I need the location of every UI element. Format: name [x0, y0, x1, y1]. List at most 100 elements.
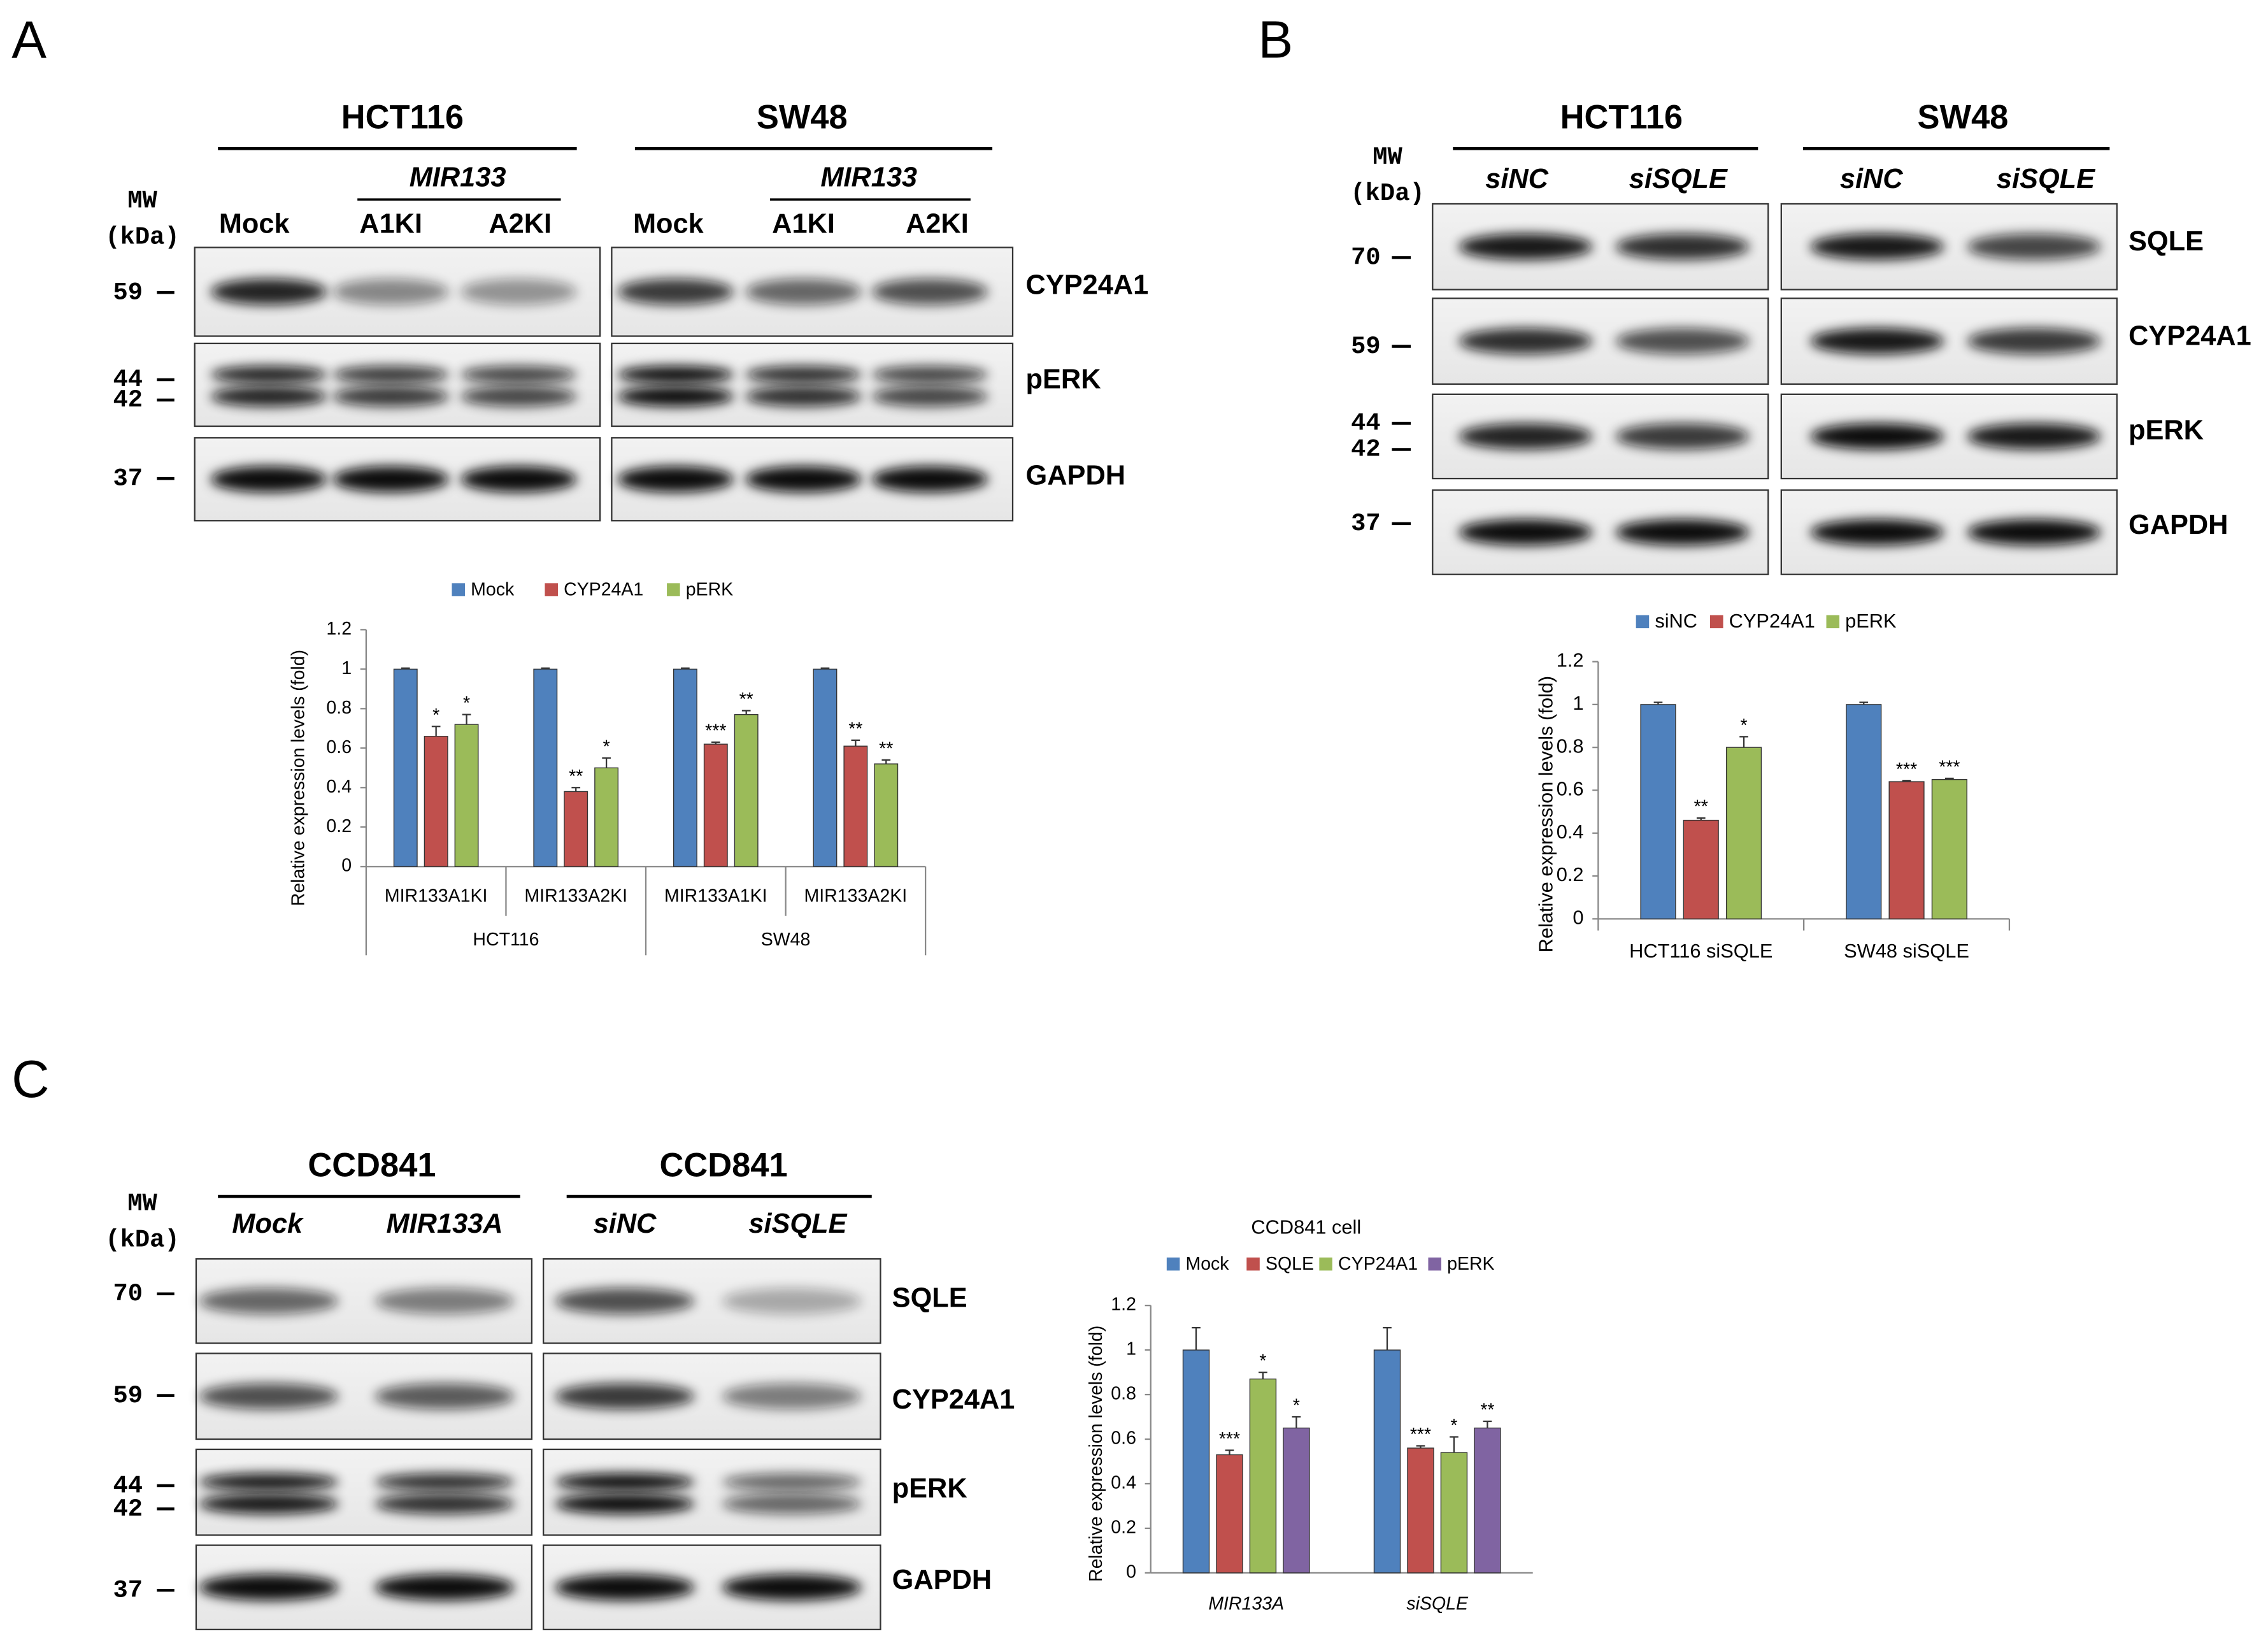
- blot-band: [460, 278, 577, 305]
- blot-band: [871, 466, 988, 492]
- significance-label: **: [879, 738, 893, 759]
- mw-label: (kDa): [105, 1226, 179, 1254]
- blot-band: [722, 1383, 862, 1410]
- significance-label: ***: [705, 721, 726, 742]
- blot-band: [722, 1493, 862, 1514]
- legend-swatch: [1636, 615, 1650, 629]
- blot-band: [745, 386, 862, 407]
- blot-band: [1459, 233, 1593, 260]
- blot-band: [1615, 519, 1750, 546]
- legend-swatch: [1428, 1257, 1441, 1271]
- blot-box: [195, 1448, 533, 1536]
- lane-label: Mock: [232, 1209, 304, 1239]
- blot-band: [555, 1574, 695, 1601]
- error-bar: [1383, 1326, 1392, 1351]
- bar: [1640, 704, 1676, 920]
- y-axis-label: Relative expression levels (fold): [1535, 676, 1557, 953]
- x-tick-label: HCT116 siSQLE: [1629, 940, 1772, 962]
- bar: [703, 743, 728, 867]
- legend-swatch: [1826, 615, 1840, 629]
- lane-label: A2KI: [489, 209, 552, 240]
- mw-marker: 37: [1351, 510, 1381, 538]
- y-axis-label: Relative expression levels (fold): [1086, 1326, 1106, 1582]
- blot-band: [332, 386, 449, 407]
- blot-band: [374, 1288, 515, 1314]
- legend-label: pERK: [686, 579, 733, 599]
- protein-label: pERK: [1026, 364, 1101, 395]
- error-bar: [541, 667, 550, 670]
- cell-line-header: SW48: [757, 99, 848, 136]
- construct-label: MIR133: [410, 162, 506, 193]
- legend-swatch: [1319, 1257, 1332, 1271]
- bar: [843, 745, 868, 867]
- lane-label: A1KI: [359, 209, 422, 240]
- y-tick-label: 0.6: [1111, 1428, 1136, 1449]
- mw-marker: 42: [113, 1495, 143, 1523]
- blot-band: [210, 466, 327, 492]
- y-tick-label: 0.8: [1557, 735, 1584, 757]
- error-bar: [851, 739, 860, 747]
- bar: [1407, 1447, 1434, 1574]
- significance-label: ***: [1896, 759, 1917, 780]
- blot-band: [210, 366, 327, 384]
- error-bar: [602, 757, 611, 768]
- y-tick-label: 0.4: [1111, 1473, 1136, 1493]
- x-tick-label: MIR133A1KI: [385, 886, 488, 907]
- lane-label: Mock: [633, 209, 704, 240]
- protein-label: SQLE: [2129, 226, 2204, 257]
- significance-label: *: [1450, 1416, 1457, 1436]
- significance-label: **: [569, 766, 583, 787]
- blot-band: [1810, 328, 1944, 355]
- bar: [813, 668, 838, 867]
- cell-line-header: SW48: [1918, 99, 2009, 136]
- y-tick-label: 0: [1573, 906, 1583, 928]
- bar: [424, 736, 448, 867]
- blot-band: [745, 278, 862, 305]
- mw-marker: 59: [113, 278, 143, 306]
- blot-band: [722, 1473, 862, 1491]
- protein-label: pERK: [892, 1473, 967, 1503]
- blot-band: [745, 366, 862, 384]
- lane-label: siSQLE: [1997, 164, 2095, 194]
- significance-label: *: [463, 693, 470, 714]
- y-axis-label: Relative expression levels (fold): [288, 650, 308, 906]
- legend-label: Mock: [471, 579, 515, 599]
- x-tick-label: MIR133A: [1208, 1594, 1284, 1614]
- legend-swatch: [667, 583, 680, 596]
- y-tick-label: 0.8: [1111, 1384, 1136, 1404]
- protein-label: CYP24A1: [892, 1384, 1015, 1415]
- x-tick-label: MIR133A2KI: [524, 886, 627, 907]
- blot-band: [1459, 328, 1593, 355]
- error-bar: [1696, 817, 1706, 821]
- blot-band: [871, 366, 988, 384]
- blot-band: [374, 1574, 515, 1601]
- lane-label: A1KI: [772, 209, 835, 240]
- legend-label: CYP24A1: [1729, 610, 1815, 632]
- mw-marker: 70: [113, 1280, 143, 1308]
- significance-label: *: [603, 736, 610, 757]
- x-tick-label: SW48 siSQLE: [1844, 940, 1969, 962]
- bar: [734, 714, 759, 867]
- blot-band: [460, 466, 577, 492]
- error-bar: [711, 741, 720, 745]
- mw-marker: 59: [113, 1382, 143, 1410]
- error-bar: [1739, 736, 1748, 748]
- blot-band: [374, 1383, 515, 1410]
- blot-band: [199, 1473, 339, 1491]
- lane-label: siSQLE: [748, 1209, 847, 1239]
- bar: [1182, 1349, 1210, 1574]
- blot-band: [460, 386, 577, 407]
- lane-label: Mock: [219, 209, 290, 240]
- mw-label: MW: [127, 187, 157, 215]
- x-tick-label: siSQLE: [1406, 1594, 1469, 1614]
- blot-band: [460, 366, 577, 384]
- blot-band: [617, 386, 734, 407]
- blot-band: [199, 1288, 339, 1314]
- blot-band: [555, 1493, 695, 1514]
- lane-label: siNC: [594, 1209, 657, 1239]
- blot-band: [210, 278, 327, 305]
- y-tick-label: 0: [341, 856, 352, 876]
- error-bar: [741, 710, 751, 715]
- bar: [533, 668, 558, 867]
- lane-label: siNC: [1840, 164, 1903, 194]
